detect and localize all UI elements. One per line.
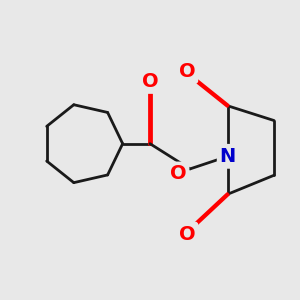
Text: O: O	[179, 225, 195, 244]
Text: O: O	[142, 72, 158, 91]
Text: O: O	[170, 164, 187, 184]
Text: N: N	[220, 147, 236, 166]
Text: O: O	[179, 62, 195, 81]
